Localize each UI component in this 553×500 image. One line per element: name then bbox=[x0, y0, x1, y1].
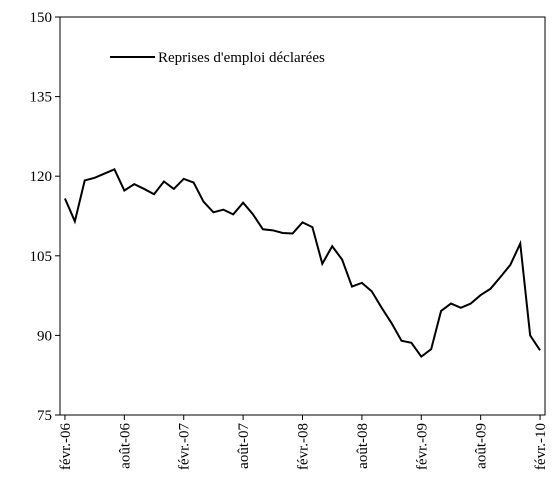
x-tick-label: août-08 bbox=[355, 423, 371, 469]
line-series bbox=[64, 167, 541, 359]
y-tick-label: 135 bbox=[30, 90, 53, 106]
x-tick-label: févr.-10 bbox=[533, 423, 549, 470]
x-tick-label: févr.-09 bbox=[414, 423, 430, 470]
legend-label: Reprises d'emploi déclarées bbox=[158, 50, 325, 66]
y-tick-label: 150 bbox=[30, 10, 53, 26]
plot-frame bbox=[59, 16, 546, 416]
x-tick-label: févr.-07 bbox=[177, 423, 193, 471]
x-tick-label: févr.-08 bbox=[296, 423, 312, 470]
x-tick-label: août-09 bbox=[474, 423, 490, 469]
y-tick-label: 120 bbox=[30, 169, 53, 185]
y-tick-label: 105 bbox=[30, 249, 53, 265]
y-tick-label: 90 bbox=[37, 328, 52, 344]
y-tick-label: 75 bbox=[37, 408, 52, 424]
x-tick-label: août-06 bbox=[117, 423, 133, 469]
x-tick-label: févr.-06 bbox=[58, 423, 74, 471]
x-tick-label: août-07 bbox=[236, 423, 252, 469]
